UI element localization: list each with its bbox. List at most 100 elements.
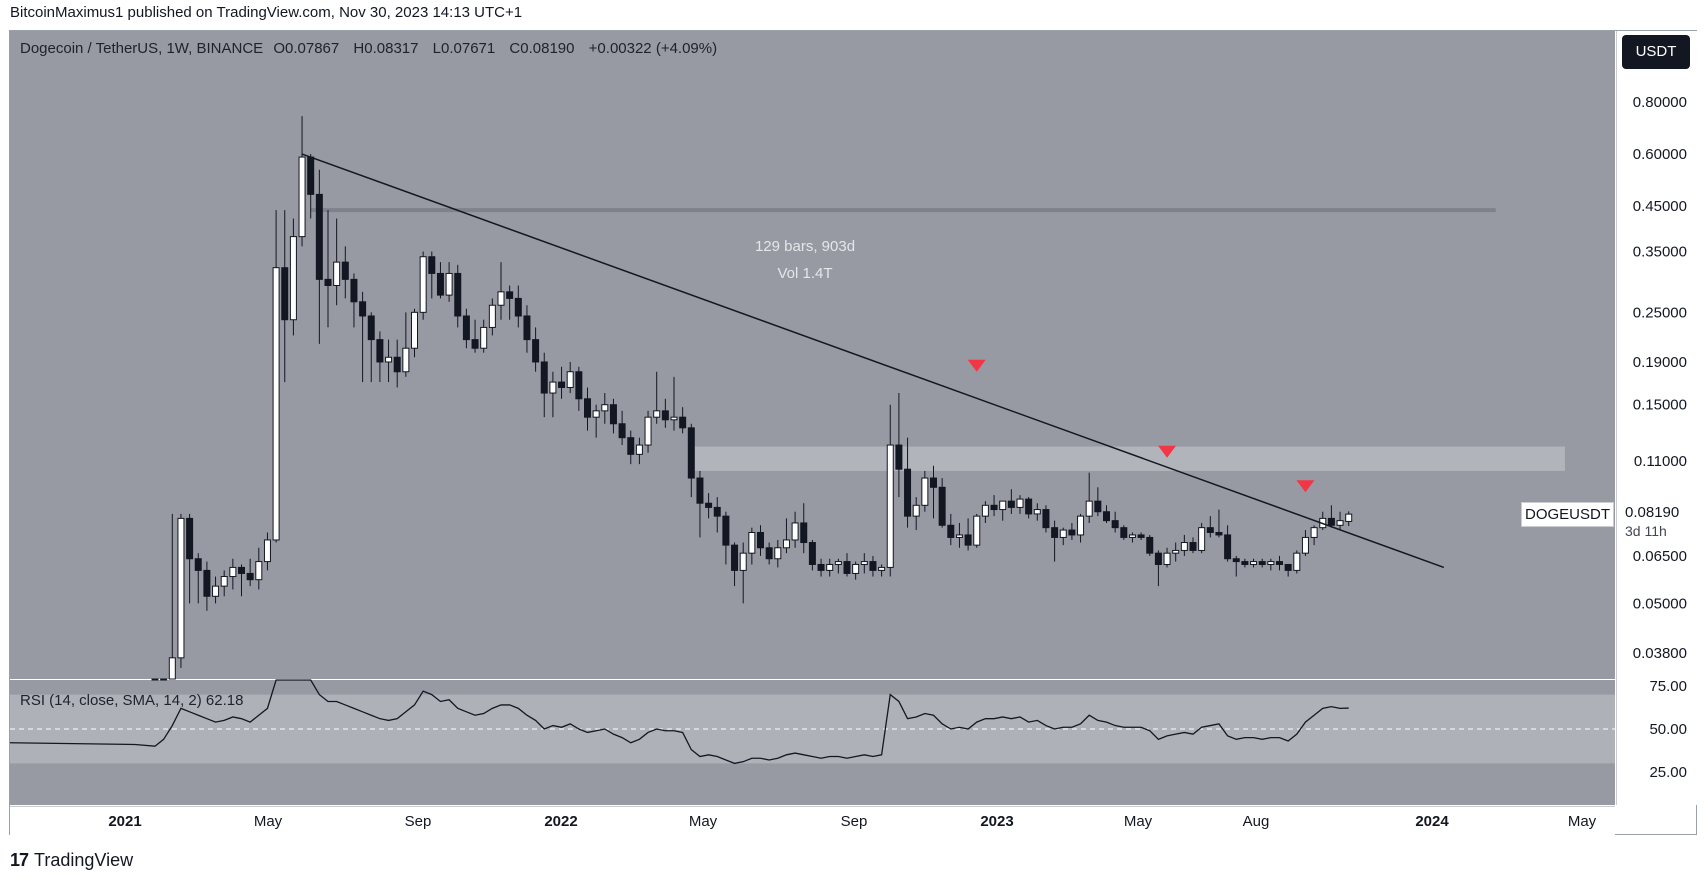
high-label: H bbox=[353, 40, 365, 57]
candle bbox=[921, 470, 929, 512]
candle bbox=[359, 291, 367, 383]
close-value: 0.08190 bbox=[520, 40, 575, 57]
candle bbox=[497, 262, 505, 320]
price-tick-label: 0.25000 bbox=[1633, 304, 1687, 321]
candle bbox=[1336, 511, 1344, 531]
candle-body bbox=[999, 500, 1007, 511]
candle-body bbox=[739, 552, 747, 571]
candle-body bbox=[705, 502, 713, 508]
candle bbox=[964, 518, 972, 551]
candle-body bbox=[367, 315, 375, 341]
candle bbox=[938, 478, 946, 528]
candle-body bbox=[281, 267, 289, 321]
candle bbox=[462, 308, 470, 349]
open-label: O bbox=[273, 40, 286, 57]
candle-body bbox=[981, 504, 989, 517]
candle-body bbox=[1025, 498, 1033, 515]
candle bbox=[471, 319, 479, 353]
candle bbox=[834, 558, 842, 574]
candle bbox=[670, 376, 678, 431]
candle-body bbox=[1345, 513, 1353, 522]
candle-body bbox=[151, 678, 159, 681]
trendline-layer bbox=[301, 153, 1445, 569]
candle bbox=[1241, 558, 1249, 568]
price-tick-label: 0.11000 bbox=[1634, 453, 1687, 470]
candle-body bbox=[194, 558, 202, 571]
time-tick-label: Sep bbox=[841, 813, 868, 830]
rsi-indicator-label[interactable]: RSI (14, close, SMA, 14, 2) 62.18 bbox=[20, 692, 244, 709]
candle-body bbox=[1137, 534, 1145, 538]
candle bbox=[1258, 558, 1266, 568]
price-tick-label: 0.15000 bbox=[1633, 397, 1687, 414]
candle-body bbox=[419, 256, 427, 313]
time-tick-label: Aug bbox=[1243, 813, 1270, 830]
candle-body bbox=[1154, 552, 1162, 565]
candle bbox=[540, 352, 548, 418]
candle bbox=[713, 497, 721, 533]
candle bbox=[1128, 532, 1136, 543]
candle-body bbox=[289, 236, 297, 321]
ticker-label: DOGEUSDT bbox=[1521, 502, 1614, 527]
tradingview-logo-text: TradingView bbox=[34, 850, 134, 870]
time-tick-label: May bbox=[1124, 813, 1153, 830]
candle bbox=[661, 398, 669, 428]
candle-body bbox=[869, 561, 877, 571]
candle-body bbox=[955, 534, 963, 538]
candle bbox=[220, 570, 228, 597]
candle bbox=[506, 285, 514, 320]
candle bbox=[808, 539, 816, 571]
candle-body bbox=[843, 561, 851, 574]
candle-body bbox=[601, 404, 609, 412]
candle-body bbox=[592, 410, 600, 418]
symbol-name[interactable]: Dogecoin / TetherUS, 1W, BINANCE bbox=[20, 40, 264, 57]
candle bbox=[981, 501, 989, 523]
candle bbox=[955, 522, 963, 548]
candle bbox=[635, 437, 643, 465]
candle bbox=[687, 423, 695, 498]
high-value: 0.08317 bbox=[364, 40, 419, 57]
candle bbox=[1154, 550, 1162, 587]
candle bbox=[1180, 534, 1188, 556]
candle bbox=[324, 210, 332, 328]
candle-body bbox=[1327, 517, 1335, 526]
price-tick-label: 0.03800 bbox=[1633, 645, 1687, 662]
candle-body bbox=[436, 272, 444, 296]
candle bbox=[1267, 558, 1275, 571]
candle bbox=[1033, 503, 1041, 521]
candle-body bbox=[532, 339, 540, 363]
time-tick-label: 2021 bbox=[108, 813, 141, 830]
candle bbox=[1025, 497, 1033, 519]
candle bbox=[878, 564, 886, 577]
symbol-header: Dogecoin / TetherUS, 1W, BINANCE O0.0786… bbox=[20, 40, 723, 57]
candle-body bbox=[722, 515, 730, 546]
candle bbox=[765, 542, 773, 565]
candle bbox=[1146, 534, 1154, 556]
close-label: C bbox=[509, 40, 521, 57]
candle bbox=[1172, 542, 1180, 562]
candle bbox=[1137, 532, 1145, 540]
candle-body bbox=[471, 339, 479, 349]
candle bbox=[1068, 522, 1076, 540]
candle-body bbox=[1016, 498, 1024, 508]
price-tick-label: 0.05000 bbox=[1633, 595, 1687, 612]
candle-body bbox=[696, 477, 704, 504]
candle-body bbox=[687, 427, 695, 479]
candle bbox=[1103, 505, 1110, 523]
time-axis[interactable] bbox=[10, 806, 1615, 836]
candle bbox=[549, 371, 557, 418]
tradingview-logo[interactable]: 17 TradingView bbox=[10, 850, 133, 871]
time-tick-label: 2023 bbox=[980, 813, 1013, 830]
price-axis[interactable] bbox=[1616, 31, 1697, 805]
candle-body bbox=[1077, 515, 1085, 536]
candle bbox=[367, 312, 375, 383]
candle bbox=[1016, 495, 1024, 514]
last-price: 0.08190 bbox=[1625, 504, 1680, 521]
candle bbox=[679, 407, 687, 434]
currency-button[interactable]: USDT bbox=[1622, 35, 1690, 69]
price-tick-label: 0.60000 bbox=[1633, 146, 1687, 163]
candle-body bbox=[947, 524, 955, 538]
candle bbox=[238, 564, 245, 597]
time-tick-label: May bbox=[689, 813, 718, 830]
candle bbox=[1224, 525, 1232, 562]
candle bbox=[1042, 505, 1050, 533]
